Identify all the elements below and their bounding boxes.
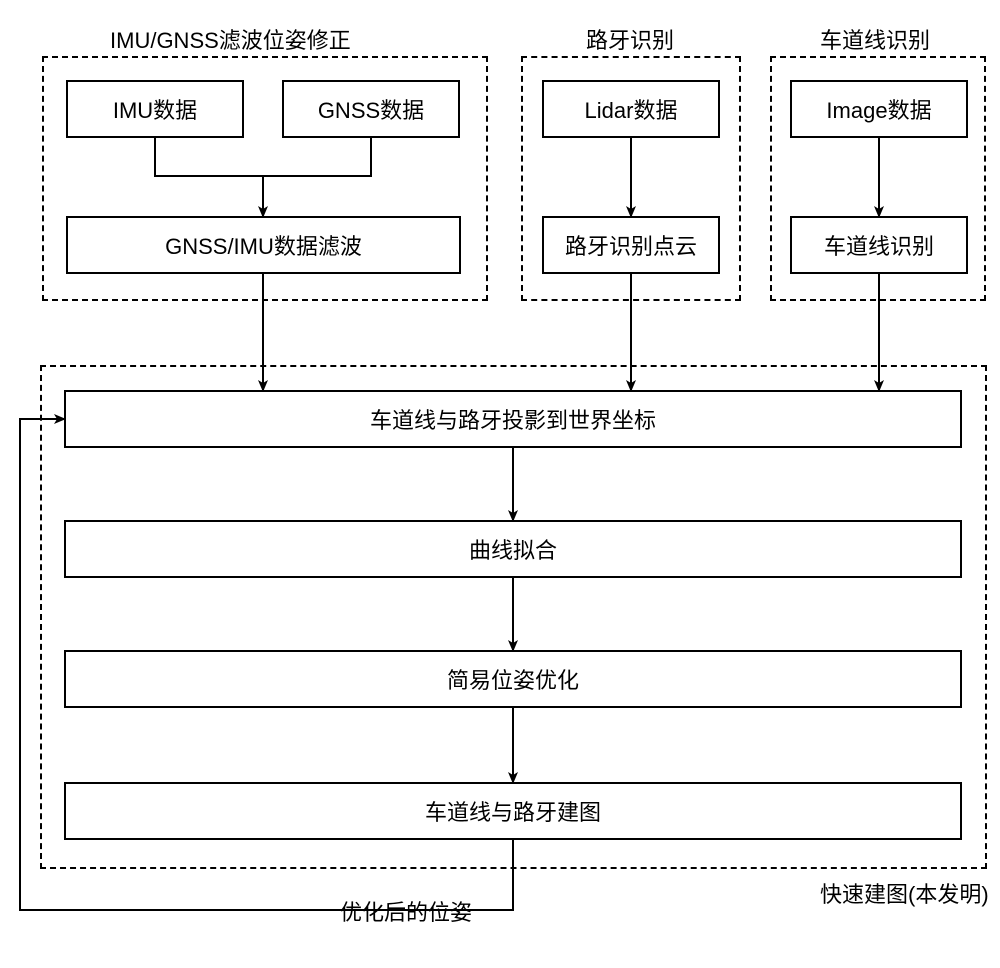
node-lane_rec: 车道线识别: [790, 216, 968, 274]
node-image_data: Image数据: [790, 80, 968, 138]
node-mapping: 车道线与路牙建图: [64, 782, 962, 840]
node-label-imu_data: IMU数据: [113, 93, 197, 125]
node-curve_fit: 曲线拟合: [64, 520, 962, 578]
node-curb_cloud: 路牙识别点云: [542, 216, 720, 274]
node-label-gnss_data: GNSS数据: [318, 93, 424, 125]
node-pose_opt: 简易位姿优化: [64, 650, 962, 708]
node-label-curb_cloud: 路牙识别点云: [565, 229, 697, 261]
node-label-mapping: 车道线与路牙建图: [425, 795, 601, 827]
node-lidar_data: Lidar数据: [542, 80, 720, 138]
group-label-g_curb: 路牙识别: [586, 23, 674, 55]
node-gnss_data: GNSS数据: [282, 80, 460, 138]
group-label-g_imu: IMU/GNSS滤波位姿修正: [110, 23, 351, 55]
node-label-lidar_data: Lidar数据: [585, 93, 678, 125]
node-label-image_data: Image数据: [826, 93, 931, 125]
group-label-g_lane: 车道线识别: [820, 23, 930, 55]
node-gnss_filter: GNSS/IMU数据滤波: [66, 216, 461, 274]
node-label-lane_rec: 车道线识别: [824, 229, 934, 261]
feedback-label: 优化后的位姿: [340, 895, 472, 927]
node-label-pose_opt: 简易位姿优化: [447, 663, 579, 695]
node-label-projection: 车道线与路牙投影到世界坐标: [370, 403, 656, 435]
flowchart-canvas: IMU/GNSS滤波位姿修正路牙识别车道线识别快速建图(本发明)IMU数据GNS…: [0, 0, 1000, 968]
node-imu_data: IMU数据: [66, 80, 244, 138]
group-label-g_main: 快速建图(本发明): [820, 877, 989, 909]
node-projection: 车道线与路牙投影到世界坐标: [64, 390, 962, 448]
node-label-curve_fit: 曲线拟合: [469, 533, 557, 565]
node-label-gnss_filter: GNSS/IMU数据滤波: [165, 229, 362, 261]
